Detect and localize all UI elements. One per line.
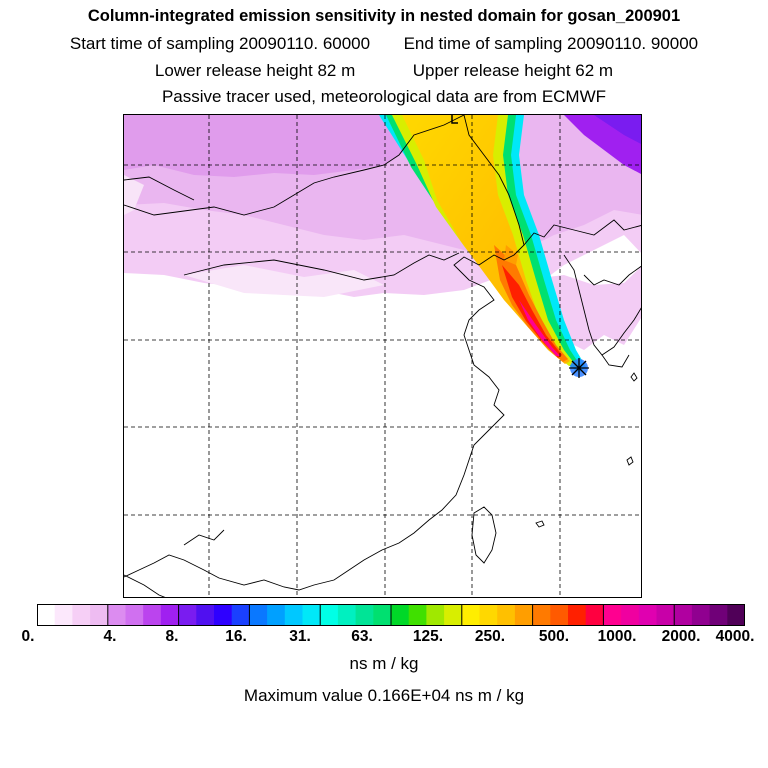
colorbar-swatch	[621, 604, 640, 626]
colorbar-swatch	[461, 604, 480, 626]
colorbar-swatch	[125, 604, 144, 626]
colorbar-swatch	[54, 604, 73, 626]
colorbar-border	[37, 604, 745, 626]
chart-title: Column-integrated emission sensitivity i…	[87, 7, 681, 25]
release-heights: Lower release height 82 m Upper release …	[0, 61, 768, 81]
colorbar-tick: 0.	[21, 628, 35, 645]
colorbar-swatch	[337, 604, 357, 626]
colorbar-swatch	[709, 604, 728, 626]
map-canvas	[124, 115, 641, 597]
start-time-label: Start time of sampling 20090110. 60000	[69, 34, 371, 53]
colorbar-swatch	[355, 604, 374, 626]
colorbar-swatch	[550, 604, 569, 626]
colorbar-swatch	[267, 604, 286, 626]
colorbar-swatch	[497, 604, 516, 626]
colorbar-swatch	[479, 604, 498, 626]
colorbar-swatch	[90, 604, 109, 626]
colorbar-swatch	[373, 604, 392, 626]
colorbar-swatch	[37, 604, 56, 626]
colorbar-swatch	[107, 604, 126, 626]
colorbar-swatch	[585, 604, 604, 626]
colorbar-tick: 4000.	[715, 628, 755, 645]
colorbar-tick: 2000.	[661, 628, 701, 645]
colorbar-swatch	[214, 604, 233, 626]
colorbar-tick: 4.	[103, 628, 117, 645]
colorbar-swatch	[691, 604, 711, 626]
upper-release-label: Upper release height 62 m	[412, 61, 614, 80]
colorbar-swatch	[391, 604, 410, 626]
coastlines	[124, 115, 641, 597]
colorbar-tick: 16.	[225, 628, 247, 645]
colorbar-swatch	[284, 604, 303, 626]
colorbar-tick: 500.	[538, 628, 570, 645]
plume	[379, 115, 586, 373]
tracer-note: Passive tracer used, meteorological data…	[161, 87, 607, 106]
colorbar-tick: 63.	[351, 628, 373, 645]
colorbar-units: ns m / kg	[349, 654, 419, 673]
colorbar-swatch	[603, 604, 622, 626]
colorbar-swatch	[72, 604, 91, 626]
lower-release-label: Lower release height 82 m	[154, 61, 356, 80]
sensitivity-map	[123, 114, 642, 598]
receptor-marker	[569, 358, 589, 378]
colorbar-swatch	[532, 604, 551, 626]
colorbar-swatch	[143, 604, 162, 626]
grid-lines	[124, 115, 641, 597]
colorbar-swatch	[178, 604, 197, 626]
colorbar-swatch	[727, 604, 745, 626]
sampling-times: Start time of sampling 20090110. 60000 E…	[0, 34, 768, 54]
colorbar-swatch	[160, 604, 180, 626]
colorbar-swatch	[196, 604, 215, 626]
colorbar-swatch	[568, 604, 587, 626]
maximum-value-label: Maximum value 0.166E+04 ns m / kg	[243, 686, 525, 705]
colorbar-tick: 250.	[474, 628, 506, 645]
colorbar-swatch	[638, 604, 657, 626]
colorbar	[37, 604, 745, 626]
colorbar-tick: 1000.	[597, 628, 637, 645]
colorbar-swatch	[674, 604, 693, 626]
sensitivity-field-low	[124, 115, 641, 350]
colorbar-swatch	[514, 604, 534, 626]
colorbar-svg	[37, 604, 745, 626]
end-time-label: End time of sampling 20090110. 90000	[403, 34, 699, 53]
colorbar-tick: 8.	[165, 628, 179, 645]
colorbar-swatch	[231, 604, 250, 626]
plume-origin-mark	[451, 115, 458, 124]
colorbar-swatch	[302, 604, 321, 626]
colorbar-swatch	[320, 604, 339, 626]
colorbar-swatch	[249, 604, 268, 626]
colorbar-swatch	[408, 604, 427, 626]
colorbar-swatch	[426, 604, 445, 626]
colorbar-tick: 31.	[289, 628, 311, 645]
colorbar-swatch	[656, 604, 675, 626]
colorbar-tick: 125.	[412, 628, 444, 645]
colorbar-swatch	[444, 604, 463, 626]
